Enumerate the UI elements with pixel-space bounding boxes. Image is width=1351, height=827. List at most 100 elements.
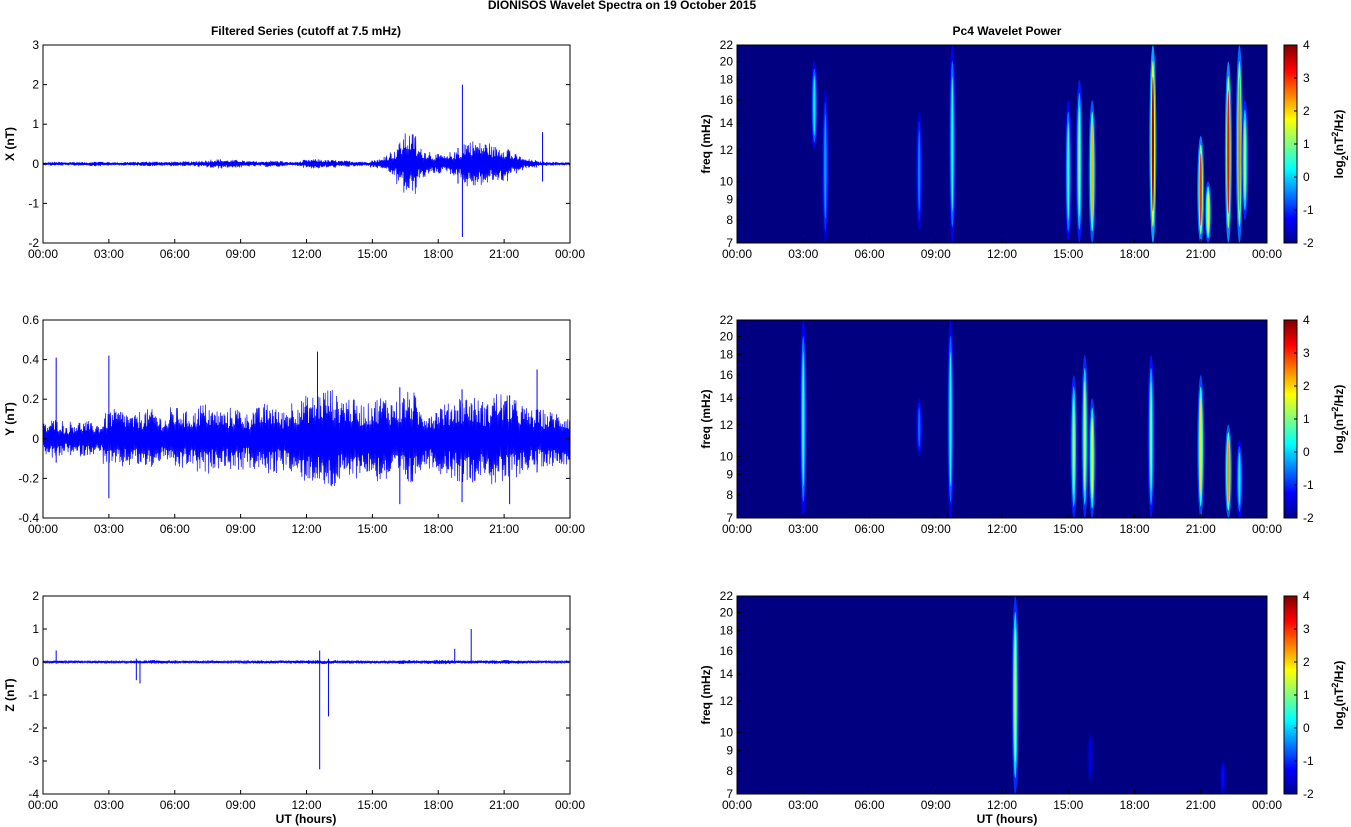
z-wavelet-colorbar-tick-label: -2	[1303, 787, 1314, 801]
x-wavelet-x-tick-label: 09:00	[921, 247, 951, 261]
z-wavelet-x-tick-label: 18:00	[1119, 798, 1149, 812]
z-series-x-tick-label: 12:00	[291, 798, 321, 812]
z-wavelet-colorbar-tick-label: -1	[1303, 754, 1314, 768]
z-series-y-tick-label: 2	[32, 589, 39, 603]
z-series-x-tick-label: 18:00	[423, 798, 453, 812]
x-wavelet-power-streak	[1067, 122, 1070, 221]
x-wavelet-y-tick-label: 14	[720, 116, 734, 130]
z-wavelet-x-tick-label: 03:00	[788, 798, 818, 812]
y-series-y-tick-label: 0	[32, 432, 39, 446]
z-wavelet-y-tick-label: 22	[720, 589, 734, 603]
x-series-x-tick-label: 06:00	[160, 247, 190, 261]
x-wavelet-power-streak	[1091, 122, 1094, 221]
x-series-y-tick-label: -2	[28, 236, 39, 250]
y-wavelet-colorbar-tick-label: -1	[1303, 478, 1314, 492]
x-wavelet-power-streak	[918, 130, 921, 212]
x-series-y-tick-label: 2	[32, 78, 39, 92]
x-series-x-tick-label: 00:00	[555, 247, 585, 261]
x-wavelet-x-tick-label: 00:00	[722, 247, 752, 261]
z-series-x-tick-label: 21:00	[489, 798, 519, 812]
z-series-y-tick-label: 0	[32, 655, 39, 669]
z-wavelet-colorbar-tick-label: 3	[1303, 622, 1310, 636]
z-wavelet-colorbar-tick-label: 0	[1303, 721, 1310, 735]
y-wavelet-x-tick-label: 00:00	[722, 522, 752, 536]
z-wavelet-x-tick-label: 00:00	[722, 798, 752, 812]
x-wavelet-y-tick-label: 9	[726, 193, 733, 207]
x-series-plot-area	[43, 45, 570, 243]
y-series-x-tick-label: 03:00	[94, 522, 124, 536]
x-wavelet-power-streak	[1207, 191, 1210, 234]
y-wavelet-y-axis-label: freq (mHz)	[699, 389, 713, 448]
x-wavelet-y-tick-label: 7	[726, 236, 733, 250]
x-series-x-tick-label: 21:00	[489, 247, 519, 261]
z-wavelet-y-tick-label: 20	[720, 605, 734, 619]
x-wavelet-power-streak	[951, 76, 954, 212]
y-wavelet-power-streak	[1199, 397, 1202, 496]
x-wavelet-power-streak	[813, 75, 816, 136]
x-wavelet-y-tick-label: 20	[720, 54, 734, 68]
y-wavelet-y-tick-label: 18	[720, 348, 734, 362]
x-component-series-panel: -2 -1 0 1 2 3 00:00 03:00 06:00 09:00 12:00 15:00 18…	[3, 38, 585, 261]
x-wavelet-colorbar-label: log2(nT2/Hz)	[1330, 110, 1350, 179]
y-series-y-tick-label: -0.4	[18, 511, 39, 525]
x-wavelet-x-tick-label: 06:00	[854, 247, 884, 261]
y-wavelet-x-tick-label: 06:00	[854, 522, 884, 536]
x-wavelet-y-tick-label: 18	[720, 73, 734, 87]
x-wavelet-y-tick-label: 16	[720, 93, 734, 107]
x-series-y-tick-label: -1	[28, 196, 39, 210]
right-column-title: Pc4 Wavelet Power	[953, 24, 1062, 38]
y-series-y-axis-label: Y (nT)	[3, 402, 17, 436]
z-series-trace	[42, 659, 571, 665]
x-series-y-tick-label: 0	[32, 157, 39, 171]
z-wavelet-y-tick-label: 10	[720, 725, 734, 739]
z-series-y-tick-label: -3	[28, 754, 39, 768]
left-x-axis-label: UT (hours)	[276, 812, 337, 826]
z-component-series-panel: -4 -3 -2 -1 0 1 2 00:00 03:00 06:00 09:00 12:00 15:0…	[3, 589, 585, 812]
y-wavelet-colorbar-tick-label: 1	[1303, 412, 1310, 426]
x-series-x-tick-label: 18:00	[423, 247, 453, 261]
y-wavelet-colorbar-tick-label: 0	[1303, 445, 1310, 459]
x-wavelet-y-tick-label: 12	[720, 143, 734, 157]
z-series-x-tick-label: 15:00	[357, 798, 387, 812]
y-wavelet-x-tick-label: 15:00	[1053, 522, 1083, 536]
y-wavelet-x-tick-label: 21:00	[1186, 522, 1216, 536]
x-wavelet-power-streak	[1227, 90, 1230, 214]
y-series-trace	[42, 389, 571, 487]
z-wavelet-power-streak	[1014, 627, 1017, 763]
y-wavelet-colorbar-tick-label: 3	[1303, 346, 1310, 360]
z-series-x-tick-label: 09:00	[226, 798, 256, 812]
y-wavelet-y-tick-label: 16	[720, 368, 734, 382]
z-series-y-tick-label: -2	[28, 721, 39, 735]
z-wavelet-y-tick-label: 14	[720, 667, 734, 681]
y-series-y-tick-label: 0.2	[22, 392, 39, 406]
x-series-x-tick-label: 00:00	[28, 247, 58, 261]
y-wavelet-power-streak	[949, 351, 952, 487]
z-wavelet-x-tick-label: 09:00	[921, 798, 951, 812]
y-wavelet-y-tick-label: 12	[720, 418, 734, 432]
z-wavelet-background	[737, 596, 1267, 794]
z-wavelet-power-streak	[1221, 765, 1224, 789]
y-wavelet-y-tick-label: 20	[720, 329, 734, 343]
z-wavelet-y-tick-label: 12	[720, 694, 734, 708]
y-series-y-tick-label: 0.6	[22, 313, 39, 327]
y-series-x-tick-label: 00:00	[28, 522, 58, 536]
y-series-x-tick-label: 09:00	[226, 522, 256, 536]
y-series-y-tick-label: -0.2	[18, 471, 39, 485]
x-wavelet-power-streak	[1243, 119, 1247, 201]
y-wavelet-background	[737, 320, 1267, 518]
z-series-y-tick-label: -1	[28, 688, 39, 702]
x-wavelet-y-tick-label: 8	[726, 213, 733, 227]
y-wavelet-y-tick-label: 22	[720, 313, 734, 327]
x-wavelet-colorbar-tick-label: 3	[1303, 71, 1310, 85]
y-wavelet-power-streak	[1238, 452, 1241, 506]
y-wavelet-y-tick-label: 7	[726, 511, 733, 525]
y-wavelet-x-tick-label: 00:00	[1252, 522, 1282, 536]
x-wavelet-colorbar-tick-label: 1	[1303, 137, 1310, 151]
z-wavelet-x-tick-label: 21:00	[1186, 798, 1216, 812]
y-wavelet-colorbar-label: log2(nT2/Hz)	[1330, 385, 1350, 454]
y-component-series-panel: -0.4 -0.2 0 0.2 0.4 0.6 00:00 03:00 06:00 09:00 12…	[3, 313, 585, 536]
x-wavelet-power-streak	[1199, 153, 1202, 226]
y-series-x-tick-label: 12:00	[291, 522, 321, 536]
